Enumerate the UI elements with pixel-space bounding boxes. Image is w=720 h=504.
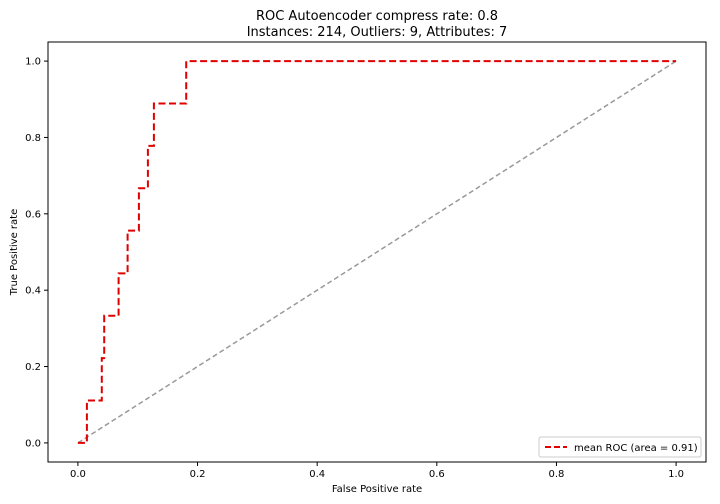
x-tick-label: 0.6 — [429, 469, 445, 480]
legend-box — [538, 436, 702, 458]
plot-frame — [47, 41, 707, 463]
x-axis-ticks: 0.0 0.2 0.4 0.6 0.8 1.0 — [70, 462, 684, 480]
y-tick-label: 0.8 — [25, 133, 41, 144]
x-axis-label: False Positive rate — [332, 484, 422, 495]
y-tick-label: 0.4 — [25, 286, 41, 297]
x-tick-label: 0.4 — [309, 469, 325, 480]
y-axis-label: True Positive rate — [9, 209, 20, 296]
chart-subtitle: Instances: 214, Outliers: 9, Attributes:… — [247, 25, 508, 40]
y-tick-label: 0.6 — [25, 209, 41, 220]
y-tick-label: 0.2 — [25, 362, 41, 373]
y-axis-ticks: 0.0 0.2 0.4 0.6 0.8 1.0 — [25, 57, 48, 449]
x-tick-label: 0.0 — [70, 469, 86, 480]
legend-label-mean-roc: mean ROC (area = 0.91) — [574, 443, 698, 454]
x-tick-label: 0.2 — [190, 469, 206, 480]
x-tick-label: 1.0 — [668, 469, 684, 480]
chart-title: ROC Autoencoder compress rate: 0.8 — [256, 9, 498, 24]
legend: mean ROC (area = 0.91) — [538, 436, 702, 458]
plot-area — [47, 41, 707, 463]
y-tick-label: 0.0 — [25, 438, 41, 449]
y-tick-label: 1.0 — [25, 57, 41, 68]
x-tick-label: 0.8 — [549, 469, 565, 480]
series-line-diagonal — [77, 60, 677, 444]
